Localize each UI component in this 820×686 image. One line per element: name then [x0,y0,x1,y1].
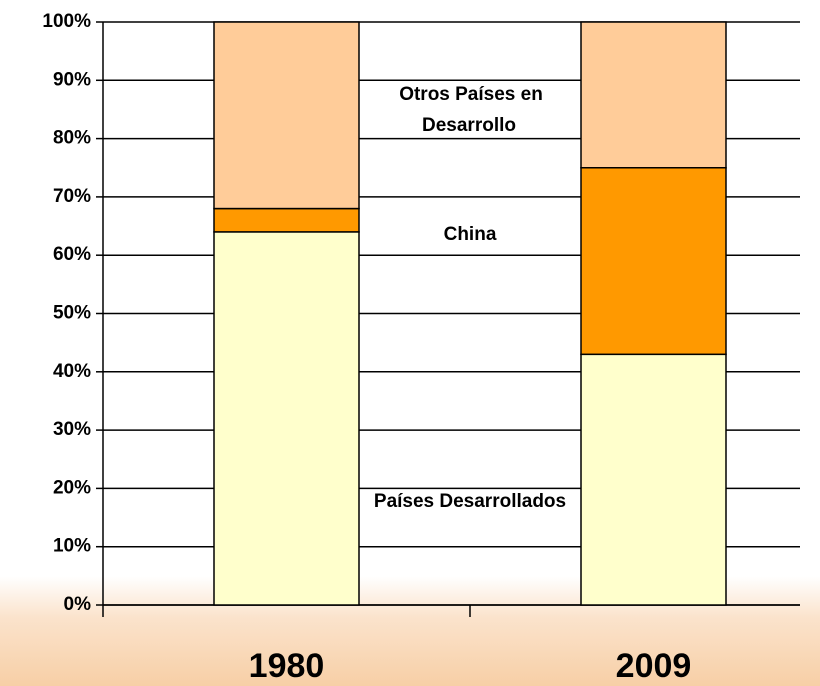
y-tick-label: 30% [53,419,91,440]
y-tick-label: 100% [42,11,91,32]
series-label: Países Desarrollados [370,486,570,517]
bar-segment [580,353,727,606]
y-tick-label: 20% [53,477,91,498]
series-label: China [370,219,570,250]
series-label-text: Otros Países en Desarrollo [397,84,543,136]
series-label-text: Países Desarrollados [371,491,569,512]
y-tick-label: 10% [53,536,91,557]
y-tick-label: 40% [53,361,91,382]
y-tick-label: 80% [53,128,91,149]
y-tick-label: 0% [64,594,92,615]
bar-segment [213,21,360,210]
bar-segment [580,21,727,169]
y-tick-label: 90% [53,69,91,90]
x-tick-label: 1980 [249,647,325,685]
series-label: Otros Países en Desarrollo [370,79,570,141]
y-tick-label: 60% [53,244,91,265]
y-tick-label: 70% [53,186,91,207]
bar-segment [213,207,360,233]
bar-segment [213,231,360,606]
y-tick-label: 50% [53,303,91,324]
bar-segment [580,167,727,356]
series-label-text: China [441,224,499,245]
x-tick-label: 2009 [616,647,692,685]
